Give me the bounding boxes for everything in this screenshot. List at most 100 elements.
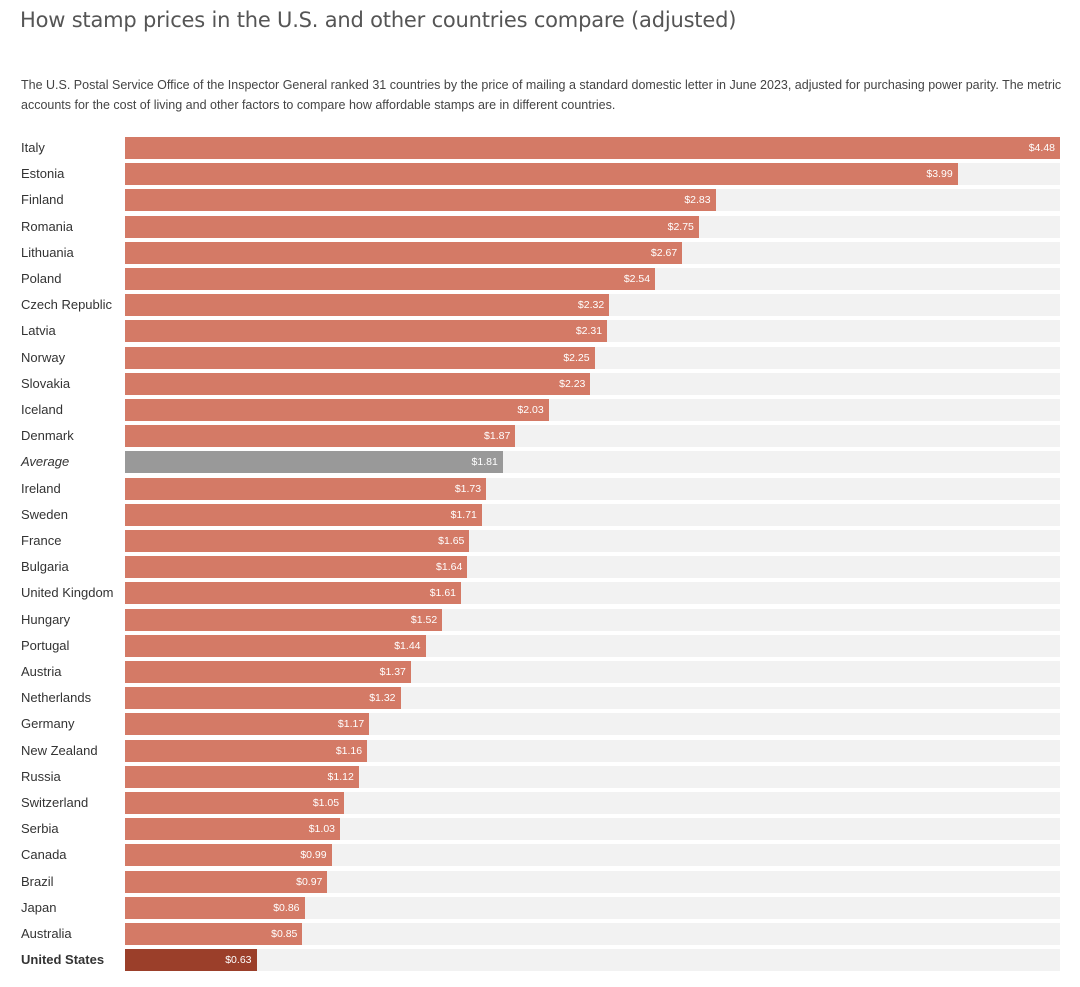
bar-united-kingdom: $1.61 — [125, 582, 461, 605]
bar-row-japan: Japan $0.86 — [0, 896, 1080, 919]
category-label-russia: Russia — [21, 768, 61, 784]
bar-france: $1.65 — [125, 530, 470, 552]
category-label-lithuania: Lithuania — [21, 244, 74, 260]
bar-romania: $2.75 — [125, 215, 699, 238]
bar-track-lithuania: $2.67 — [125, 241, 1060, 264]
bar-track-estonia: $3.99 — [125, 163, 1060, 186]
bar-italy: $4.48 — [125, 137, 1060, 159]
bar-portugal: $1.44 — [125, 634, 426, 657]
bar-hungary: $1.52 — [125, 608, 443, 631]
bar-value-label-austria: $1.37 — [379, 666, 406, 678]
category-label-iceland: Iceland — [21, 402, 63, 417]
bar-russia: $1.12 — [125, 765, 359, 788]
bar-denmark: $1.87 — [125, 425, 516, 448]
bar-row-finland: Finland $2.83 — [0, 189, 1080, 212]
bar-norway: $2.25 — [125, 346, 595, 369]
bar-track-average: $1.81 — [125, 451, 1060, 474]
bar-row-russia: Russia $1.12 — [0, 765, 1080, 788]
category-label-australia: Australia — [21, 926, 72, 941]
category-label-germany: Germany — [21, 716, 75, 732]
bar-czech-republic: $2.32 — [125, 294, 610, 317]
category-label-japan: Japan — [21, 899, 57, 915]
bar-row-germany: Germany $1.17 — [0, 713, 1080, 736]
bar-value-label-switzerland: $1.05 — [312, 797, 340, 809]
bar-row-united-kingdom: United Kingdom $1.61 — [0, 582, 1080, 605]
bar-united-states: $0.63 — [125, 949, 257, 972]
category-label-denmark: Denmark — [21, 428, 74, 444]
bar-value-label-netherlands: $1.32 — [369, 692, 396, 705]
bar-value-label-ireland: $1.73 — [454, 482, 482, 495]
bar-row-norway: Norway $2.25 — [0, 346, 1080, 369]
bar-row-portugal: Portugal $1.44 — [0, 634, 1080, 657]
bar-row-italy: Italy $4.48 — [0, 137, 1080, 159]
bar-track-canada: $0.99 — [125, 844, 1060, 867]
bar-row-romania: Romania $2.75 — [0, 215, 1080, 238]
category-label-romania: Romania — [21, 218, 74, 234]
bar-row-australia: Australia $0.85 — [0, 923, 1080, 945]
bar-track-united-states: $0.63 — [125, 949, 1060, 972]
bar-value-label-japan: $0.86 — [273, 901, 300, 914]
category-label-new-zealand: New Zealand — [21, 742, 98, 758]
category-label-finland: Finland — [21, 192, 64, 208]
bar-track-romania: $2.75 — [125, 215, 1060, 238]
bar-row-average: Average $1.81 — [0, 451, 1080, 474]
bar-row-canada: Canada $0.99 — [0, 844, 1080, 867]
bar-track-finland: $2.83 — [125, 189, 1060, 212]
bar-germany: $1.17 — [125, 713, 370, 736]
bar-row-estonia: Estonia $3.99 — [0, 163, 1080, 186]
bar-value-label-iceland: $2.03 — [517, 404, 544, 416]
bar-value-label-hungary: $1.52 — [410, 613, 438, 626]
bar-value-label-norway: $2.25 — [563, 351, 590, 364]
bar-value-label-brazil: $0.97 — [296, 875, 323, 888]
bar-value-label-australia: $0.85 — [271, 928, 298, 940]
bar-slovakia: $2.23 — [125, 372, 591, 395]
category-label-hungary: Hungary — [21, 611, 71, 627]
category-label-latvia: Latvia — [21, 323, 56, 339]
bar-track-poland: $2.54 — [125, 268, 1060, 290]
bar-average: $1.81 — [125, 451, 503, 474]
bar-value-label-poland: $2.54 — [623, 273, 651, 285]
bar-track-latvia: $2.31 — [125, 320, 1060, 343]
bar-row-united-states: United States $0.63 — [0, 949, 1080, 972]
bar-value-label-estonia: $3.99 — [926, 168, 953, 181]
bar-row-iceland: Iceland $2.03 — [0, 399, 1080, 421]
bar-row-austria: Austria $1.37 — [0, 661, 1080, 683]
bar-track-germany: $1.17 — [125, 713, 1060, 736]
bar-track-australia: $0.85 — [125, 923, 1060, 945]
bar-latvia: $2.31 — [125, 320, 608, 343]
bar-value-label-canada: $0.99 — [300, 849, 327, 862]
chart-subtitle: The U.S. Postal Service Office of the In… — [21, 78, 1062, 112]
bar-track-france: $1.65 — [125, 530, 1060, 552]
bar-value-label-romania: $2.75 — [667, 220, 694, 233]
category-label-united-kingdom: United Kingdom — [21, 585, 114, 601]
bar-value-label-italy: $4.48 — [1028, 142, 1055, 154]
bar-row-france: France $1.65 — [0, 530, 1080, 552]
category-label-estonia: Estonia — [21, 166, 65, 182]
category-label-average: Average — [21, 454, 70, 470]
bar-poland: $2.54 — [125, 268, 656, 290]
bar-value-label-germany: $1.17 — [337, 718, 365, 731]
bar-value-label-new-zealand: $1.16 — [335, 744, 363, 757]
category-label-serbia: Serbia — [21, 821, 59, 837]
bar-row-czech-republic: Czech Republic $2.32 — [0, 294, 1080, 317]
category-label-sweden: Sweden — [21, 506, 68, 522]
bar-value-label-russia: $1.12 — [327, 770, 354, 783]
category-label-czech-republic: Czech Republic — [21, 297, 113, 313]
bar-row-serbia: Serbia $1.03 — [0, 818, 1080, 841]
bar-track-united-kingdom: $1.61 — [125, 582, 1060, 605]
bar-track-switzerland: $1.05 — [125, 792, 1060, 814]
chart-title: How stamp prices in the U.S. and other c… — [20, 8, 737, 32]
category-label-netherlands: Netherlands — [21, 690, 92, 706]
category-label-switzerland: Switzerland — [21, 795, 89, 810]
bar-track-brazil: $0.97 — [125, 870, 1060, 893]
bar-track-sweden: $1.71 — [125, 503, 1060, 526]
bar-brazil: $0.97 — [125, 870, 328, 893]
category-label-ireland: Ireland — [21, 480, 61, 496]
bar-japan: $0.86 — [125, 896, 305, 919]
category-label-united-states: United States — [21, 952, 105, 968]
bar-value-label-france: $1.65 — [438, 535, 465, 547]
bar-value-label-slovakia: $2.23 — [559, 377, 586, 390]
bar-netherlands: $1.32 — [125, 687, 401, 710]
category-label-norway: Norway — [21, 349, 66, 365]
category-label-italy: Italy — [21, 140, 45, 155]
